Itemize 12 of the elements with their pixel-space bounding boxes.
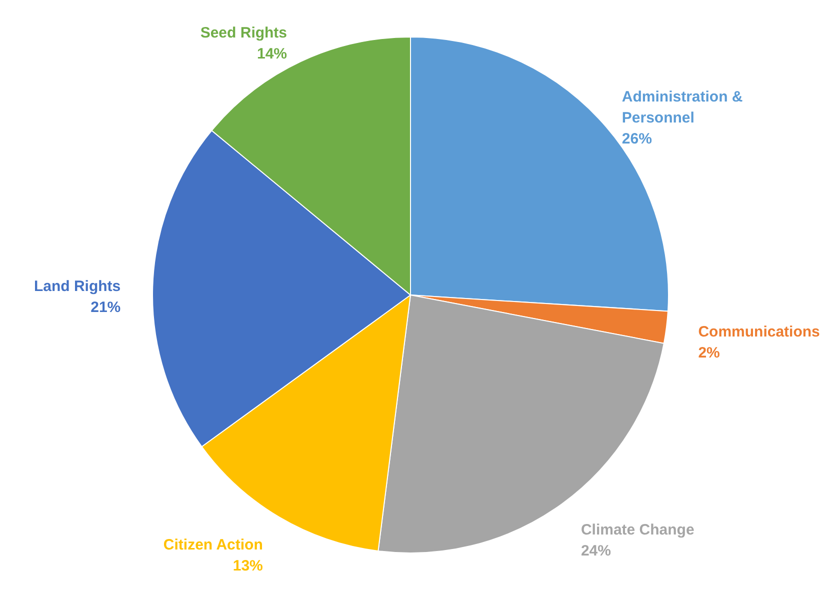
slice-label: Communications: [698, 323, 820, 340]
slice-label: Citizen Action: [163, 536, 263, 554]
data-label: 24%: [580, 542, 611, 560]
data-label: 26%: [622, 130, 652, 148]
slice-label: Administration & Personnel: [622, 88, 743, 126]
data-label: 13%: [232, 558, 263, 575]
data-label: 2%: [698, 344, 720, 362]
slice-label: Climate Change: [580, 522, 694, 539]
slice-label: Seed Rights: [200, 24, 288, 42]
data-label: 14%: [256, 46, 288, 63]
data-label: 21%: [90, 298, 121, 316]
slice-label: Land Rights: [34, 278, 121, 295]
